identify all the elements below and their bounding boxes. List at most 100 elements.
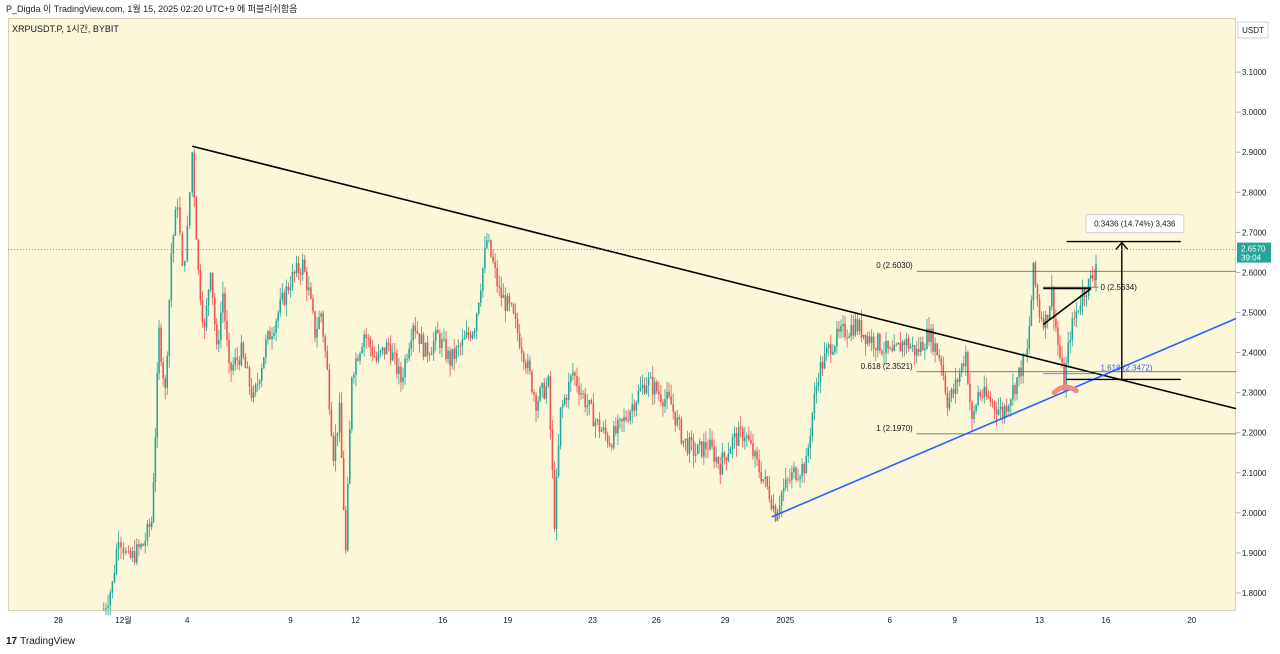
candle-body [275, 320, 277, 333]
candle-body [942, 365, 945, 376]
candle-body [666, 391, 668, 400]
candle-body [1040, 316, 1043, 319]
candle-body [346, 483, 349, 551]
candle-body [1044, 314, 1047, 328]
candle-body [1038, 299, 1041, 317]
candle-body [1030, 300, 1033, 327]
candle-body [733, 433, 736, 438]
candle-body [842, 323, 844, 327]
candle-body [445, 339, 447, 360]
candle-body [369, 338, 372, 348]
candle-body [122, 547, 125, 554]
candle-body [324, 336, 327, 352]
candle-body [748, 435, 750, 441]
candle-body [995, 409, 998, 415]
candle-body [668, 391, 670, 397]
currency-box[interactable] [1237, 21, 1269, 39]
candle-body [608, 443, 611, 446]
candle-body [496, 267, 498, 287]
price-axis[interactable] [1236, 18, 1280, 611]
candle-body [744, 437, 746, 442]
candle-body [353, 374, 355, 378]
candle-body [985, 386, 988, 397]
candle-body [144, 540, 147, 546]
tradingview-logo[interactable]: 17 TradingView [6, 636, 75, 647]
candle-body [797, 479, 799, 480]
candle-body [891, 348, 893, 352]
candle-body [752, 443, 754, 457]
candle-body [418, 333, 421, 344]
candle-body [332, 435, 335, 461]
candle-body [821, 361, 824, 369]
candle-body [705, 441, 707, 450]
candle-body [643, 384, 646, 394]
candle-body [713, 446, 715, 462]
candle-body [168, 300, 171, 356]
candle-body [999, 406, 1002, 410]
candle-body [789, 479, 791, 481]
candle-body [475, 313, 478, 332]
candle-body [958, 372, 961, 382]
candle-body [598, 419, 601, 432]
brand-name: TradingView [20, 636, 76, 647]
candle-body [140, 544, 142, 548]
candle-body [365, 334, 367, 339]
price-range-measure: 0.3436 (14.74%) 3,436 [1066, 214, 1185, 381]
descending-resistance-line[interactable] [192, 145, 1237, 410]
candle-body [698, 441, 701, 445]
candle-body [1061, 357, 1063, 363]
candle-body [625, 417, 627, 420]
candle-body [852, 324, 855, 336]
wedge-lower-line[interactable] [1042, 287, 1092, 326]
candle-body [1014, 385, 1016, 395]
candle-body [981, 396, 984, 398]
candle-body [686, 438, 689, 454]
y-tick-label: 2.5000 [1242, 308, 1267, 317]
candle-body [371, 347, 374, 357]
candle-body [606, 434, 609, 444]
candle-body [218, 340, 220, 345]
candle-body [527, 360, 529, 369]
x-tick-label: 13 [1035, 616, 1044, 625]
candle-body [684, 438, 687, 441]
candle-body [424, 342, 427, 357]
tradingview-logo-icon: 17 [6, 636, 18, 647]
candle-body [498, 286, 500, 288]
time-axis[interactable] [8, 611, 1236, 630]
candle-body [479, 290, 482, 303]
candle-body [1051, 286, 1053, 307]
candle-body [864, 334, 867, 344]
candle-body [860, 320, 863, 338]
candle-body [404, 358, 406, 378]
candle-body [340, 402, 343, 459]
candle-body [633, 404, 636, 411]
candle-body [737, 427, 740, 446]
candle-body [381, 347, 384, 351]
candle-body [688, 437, 691, 454]
candle-body [1012, 385, 1014, 400]
measure-label-box[interactable] [1085, 214, 1185, 234]
candle-body [721, 452, 724, 475]
candle-body [997, 409, 1000, 415]
ascending-support-line[interactable] [771, 317, 1237, 518]
candle-body [105, 608, 107, 610]
candle-body [834, 346, 836, 352]
candle-body [213, 297, 216, 325]
candle-body [662, 401, 664, 407]
candle-body [295, 263, 298, 274]
candle-body [610, 445, 613, 448]
candle-body [709, 439, 711, 450]
candle-body [398, 366, 400, 375]
candle-body [1032, 262, 1035, 301]
candle-body [574, 372, 576, 376]
candle-body [631, 404, 634, 412]
candle-body [416, 331, 419, 334]
candle-body [950, 389, 953, 398]
candle-body [678, 417, 681, 420]
candle-body [701, 441, 703, 457]
candle-body [310, 287, 312, 299]
candle-body [465, 332, 468, 338]
candle-body [965, 352, 967, 367]
candle-body [351, 377, 353, 430]
candle-body [148, 523, 151, 527]
